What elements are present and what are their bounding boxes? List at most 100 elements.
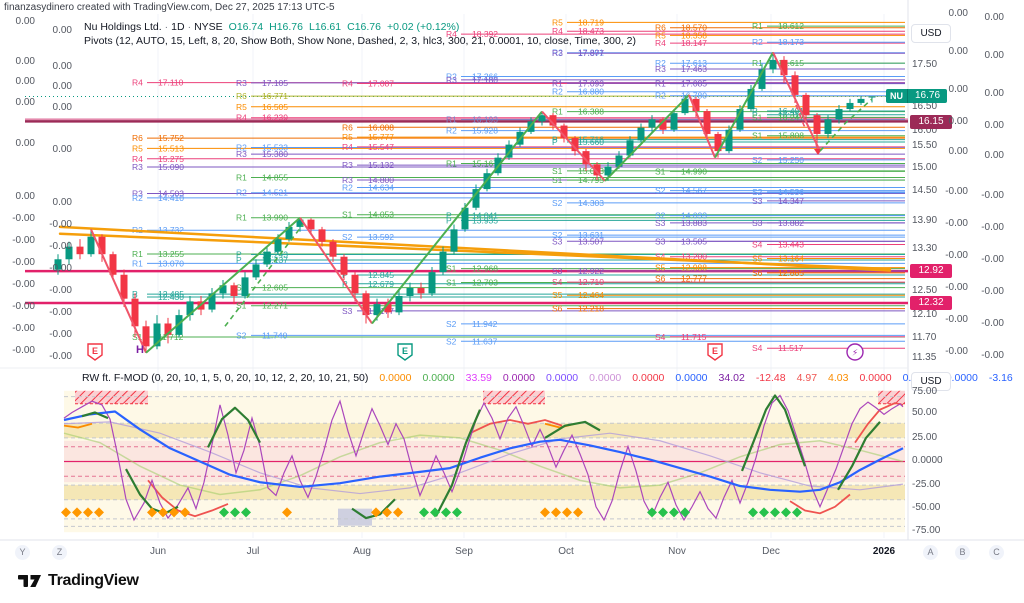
signal-diamond (219, 507, 229, 518)
svg-text:R4: R4 (342, 142, 353, 152)
symbol-tag: NU (886, 89, 908, 103)
signal-diamond (158, 507, 168, 518)
aux-scale-label: 0.00 (52, 102, 72, 113)
pivot-level: R3 15.090 (132, 162, 905, 172)
pivot-levels-layer: R4 17.110 R6 15.752 R5 15.513 R4 15.275 R3 15.090… (132, 17, 905, 353)
aux-scale-label: -0.00 (981, 350, 1004, 361)
svg-text:R6: R6 (236, 91, 247, 101)
svg-text:R3: R3 (236, 78, 247, 88)
svg-text:18.570: 18.570 (681, 23, 707, 33)
currency-button[interactable]: USD (911, 372, 951, 391)
svg-text:R1: R1 (655, 79, 666, 89)
pivot-level: R2 18.173 (752, 37, 905, 47)
svg-text:P: P (446, 215, 452, 225)
svg-text:16.239: 16.239 (262, 113, 288, 123)
svg-text:17.613: 17.613 (681, 58, 707, 68)
zigzag-layer (90, 51, 873, 354)
currency-button[interactable]: USD (911, 24, 951, 43)
tradingview-logo[interactable]: TradingView (18, 572, 139, 590)
legend-separator: · (164, 21, 169, 33)
svg-text:15.380: 15.380 (262, 149, 288, 159)
pivot-level: S2 14.033 (655, 211, 905, 221)
pivot-level: P 13.935 (446, 215, 905, 225)
aux-scale-label: -0.00 (945, 218, 968, 229)
oscillator-value: 0.0000 (422, 372, 455, 384)
time-axis-label: Jul (246, 546, 260, 557)
signal-diamond (382, 507, 392, 518)
axis-quick-button[interactable]: C (989, 545, 1004, 560)
svg-text:13.505: 13.505 (681, 236, 707, 246)
svg-text:15.547: 15.547 (368, 142, 394, 152)
svg-text:P: P (236, 250, 242, 260)
oscillator-value: 0.0000 (546, 372, 579, 384)
event-marker: E (397, 343, 413, 361)
event-marker: E (87, 343, 103, 361)
change-value: +0.02 (+0.12%) (386, 21, 460, 33)
pivot-level: R4 15.275 (132, 154, 905, 164)
pivot-level: R4 18.473 (552, 26, 905, 36)
aux-scale-label: -0.00 (49, 241, 72, 252)
pivot-level: P 15.716 (552, 135, 905, 145)
svg-text:R5: R5 (342, 132, 353, 142)
svg-text:R2: R2 (655, 91, 666, 101)
svg-text:14.410: 14.410 (158, 193, 184, 203)
svg-text:11.942: 11.942 (472, 319, 498, 329)
svg-text:S1: S1 (446, 264, 457, 274)
pivot-level: R6 18.570 (655, 23, 905, 33)
svg-text:S2: S2 (446, 336, 457, 346)
signal-diamond (748, 507, 758, 518)
svg-text:R2: R2 (132, 193, 143, 203)
axis-quick-button[interactable]: B (955, 545, 970, 560)
signal-diamond (669, 507, 679, 518)
aux-scale-label: -0.00 (12, 279, 35, 290)
signal-diamond (147, 507, 157, 518)
price-level-badge: 12.92 (910, 264, 952, 278)
svg-text:12.885: 12.885 (778, 268, 804, 278)
aux-scale-label: 0.00 (948, 8, 968, 19)
svg-text:12.271: 12.271 (262, 301, 288, 311)
svg-text:S2: S2 (342, 232, 353, 242)
axis-quick-button[interactable]: Y (15, 545, 30, 560)
svg-text:S4: S4 (752, 239, 763, 249)
svg-text:14.053: 14.053 (368, 210, 394, 220)
svg-text:S2: S2 (552, 230, 563, 240)
main-series-legend[interactable]: Nu Holdings Ltd. · 1D · NYSE O16.74 H16.76 L16.… (84, 21, 459, 33)
axis-quick-button[interactable]: A (923, 545, 938, 560)
svg-text:13.070: 13.070 (158, 258, 184, 268)
svg-text:11.517: 11.517 (778, 343, 804, 353)
svg-text:R5: R5 (132, 143, 143, 153)
pivots-indicator-legend[interactable]: Pivots (12, AUTO, 15, Left, 8, 20, Show … (84, 35, 636, 47)
svg-text:R1: R1 (236, 172, 247, 182)
svg-text:R2: R2 (752, 37, 763, 47)
event-marker: ⚡ (846, 343, 864, 361)
signal-diamond (680, 507, 690, 518)
svg-text:R4: R4 (552, 26, 563, 36)
axis-quick-button[interactable]: Z (52, 545, 67, 560)
price-scale-label: 17.50 (912, 59, 938, 70)
svg-text:15.808: 15.808 (778, 131, 804, 141)
svg-text:18.612: 18.612 (778, 21, 804, 31)
aux-scale-label: 0.00 (984, 12, 1004, 23)
svg-text:14.795: 14.795 (578, 175, 604, 185)
svg-text:15.275: 15.275 (158, 154, 184, 164)
oscillator-value: -3.16 (988, 372, 1013, 384)
ohlc-value: L16.61 (308, 21, 342, 33)
svg-text:E: E (402, 346, 408, 356)
pivot-level: S5 12.464 (552, 290, 905, 300)
pivot-level: S6 12.218 (552, 304, 905, 314)
aux-scale-label: -0.00 (945, 346, 968, 357)
price-scale-label: 14.50 (912, 185, 938, 196)
oscillator-indicator-legend[interactable]: RW ft. F-MOD (0, 20, 10, 1, 5, 0, 20, 10… (82, 372, 1024, 384)
svg-text:R1: R1 (752, 21, 763, 31)
svg-text:14.567: 14.567 (681, 186, 707, 196)
svg-text:S1: S1 (752, 112, 763, 122)
aux-scale-label: -0.00 (981, 286, 1004, 297)
oscillator-value: 34.02 (718, 372, 745, 384)
signal-diamond (83, 507, 93, 518)
aux-scale-label: -0.00 (12, 323, 35, 334)
aux-scale-label: -0.00 (49, 219, 72, 230)
signal-diamond (371, 507, 381, 518)
pivot-level: S1 15.003 (552, 166, 905, 176)
